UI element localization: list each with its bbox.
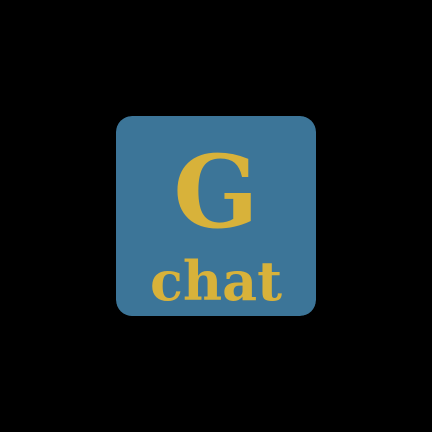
gchat-app-icon[interactable]: G chat: [116, 116, 316, 316]
icon-tile: [116, 116, 316, 316]
gchat-logo-svg: G chat: [116, 116, 316, 316]
logo-word: chat: [150, 249, 282, 313]
logo-letter: G: [173, 133, 258, 251]
